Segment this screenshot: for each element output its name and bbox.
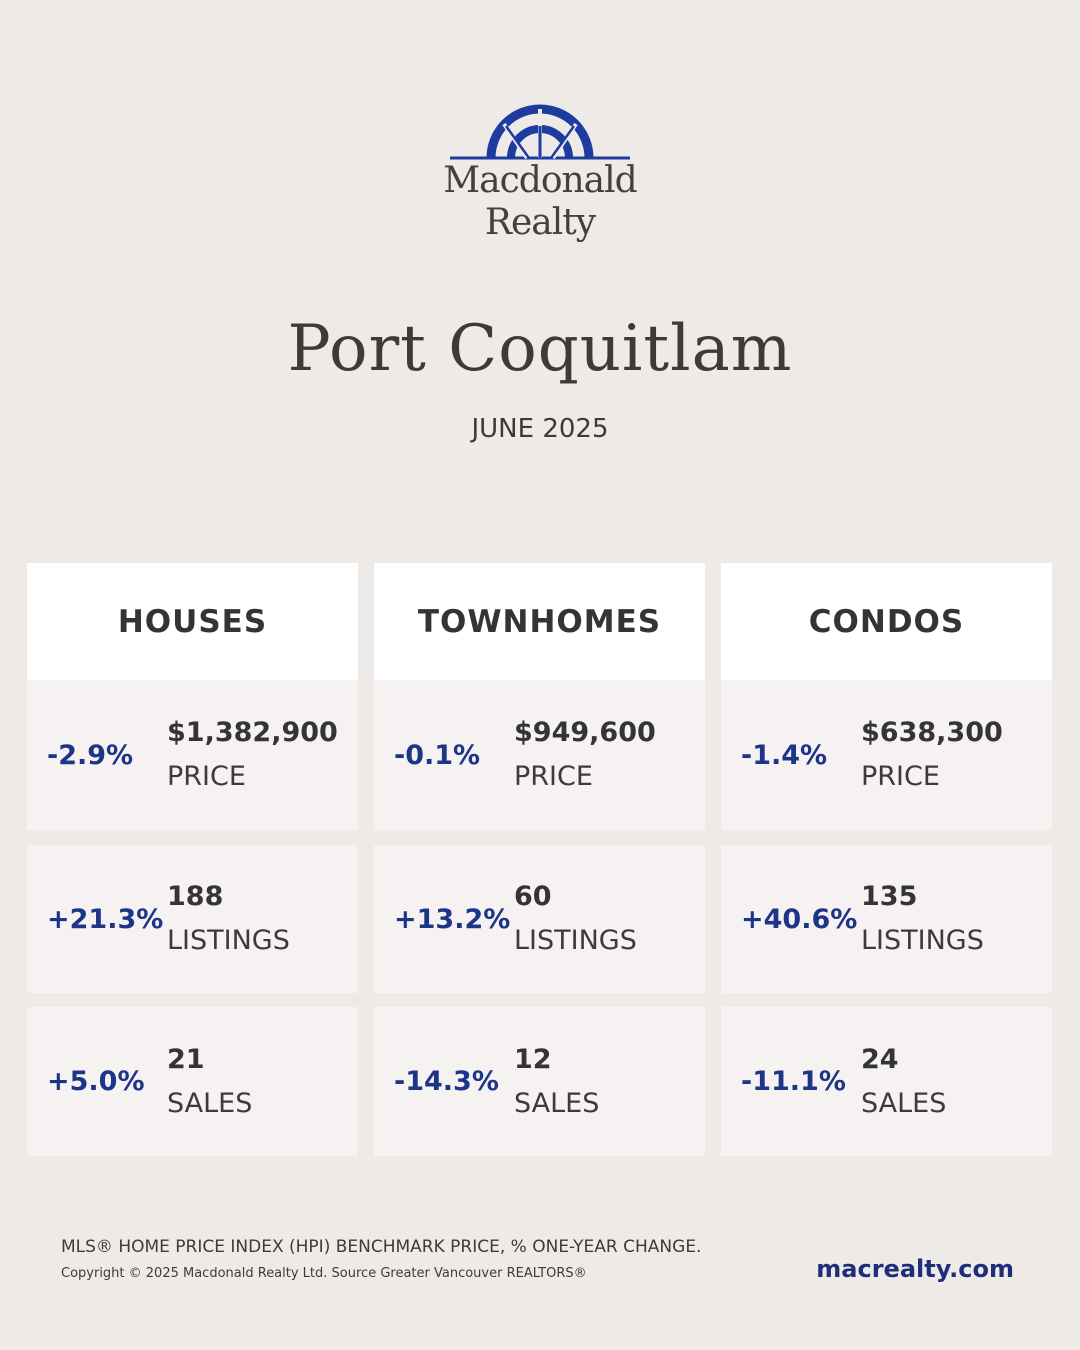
change-percent: +13.2%: [394, 903, 511, 935]
stat-label: PRICE: [861, 761, 940, 792]
stat-value: 135: [861, 881, 918, 912]
column-houses: HOUSES -2.9% $1,382,900 PRICE +21.3% 188 LISTI…: [27, 563, 358, 1156]
page-title: Port Coquitlam: [287, 312, 793, 386]
stat-cell-sales: +5.0% 21 SALES: [27, 1007, 358, 1156]
brand-name-line2: Realty: [484, 202, 596, 243]
footer-copyright: Copyright © 2025 Macdonald Realty Ltd. S…: [61, 1266, 587, 1281]
stat-value: 188: [167, 881, 224, 912]
brand-name-line1: Macdonald: [443, 160, 637, 201]
column-townhomes: TOWNHOMES -0.1% $949,600 PRICE +13.2% 60 LISTI…: [374, 563, 705, 1156]
stat-label: SALES: [861, 1087, 947, 1119]
stat-cell-price: -1.4% $638,300 PRICE: [721, 680, 1052, 830]
column-header: TOWNHOMES: [374, 563, 705, 680]
stat-label: PRICE: [514, 761, 593, 792]
change-percent: -11.1%: [741, 1066, 846, 1097]
change-percent: -14.3%: [394, 1066, 499, 1097]
stat-label: PRICE: [167, 761, 246, 792]
stat-cell-sales: -14.3% 12 SALES: [374, 1007, 705, 1156]
change-percent: +5.0%: [47, 1066, 145, 1097]
stat-cell-price: -0.1% $949,600 PRICE: [374, 680, 705, 830]
footer-note: MLS® HOME PRICE INDEX (HPI) BENCHMARK PR…: [61, 1237, 702, 1257]
stat-label: LISTINGS: [167, 925, 290, 956]
stat-cell-price: -2.9% $1,382,900 PRICE: [27, 680, 358, 830]
stat-value: $638,300: [861, 717, 1003, 748]
brand-logo: Macdonald Realty: [440, 104, 640, 244]
stat-value: $1,382,900: [167, 717, 338, 748]
stat-label: SALES: [167, 1087, 253, 1119]
column-condos: CONDOS -1.4% $638,300 PRICE +40.6% 135 LISTING…: [721, 563, 1052, 1156]
stat-value: 24: [861, 1043, 899, 1075]
change-percent: -2.9%: [47, 739, 134, 771]
stat-value: 60: [514, 881, 552, 912]
column-header: CONDOS: [721, 563, 1052, 680]
stat-value: 21: [167, 1043, 205, 1075]
stat-value: 12: [514, 1043, 552, 1075]
stat-value: $949,600: [514, 717, 656, 748]
change-percent: -1.4%: [741, 739, 828, 771]
stat-label: SALES: [514, 1087, 600, 1119]
stat-label: LISTINGS: [514, 925, 637, 956]
column-header: HOUSES: [27, 563, 358, 680]
page-subtitle: JUNE 2025: [471, 414, 609, 444]
stat-label: LISTINGS: [861, 925, 984, 956]
stat-cell-sales: -11.1% 24 SALES: [721, 1007, 1052, 1156]
stat-cell-listings: +21.3% 188 LISTINGS: [27, 845, 358, 993]
change-percent: +21.3%: [47, 903, 164, 935]
stat-cell-listings: +40.6% 135 LISTINGS: [721, 845, 1052, 993]
change-percent: -0.1%: [394, 739, 481, 771]
logo-arch-icon: [450, 104, 630, 160]
website-link[interactable]: macrealty.com: [816, 1255, 1014, 1283]
change-percent: +40.6%: [741, 903, 858, 935]
stat-cell-listings: +13.2% 60 LISTINGS: [374, 845, 705, 993]
